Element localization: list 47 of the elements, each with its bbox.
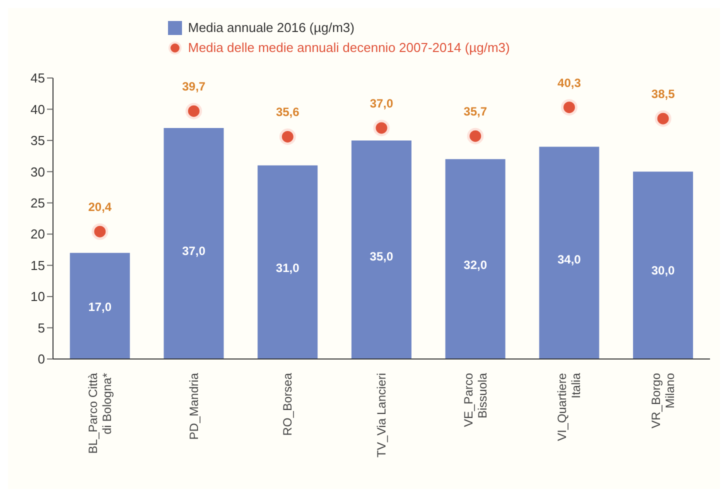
data-label: 34,0 [558,252,582,266]
data-label: 32,0 [464,258,488,272]
data-label: 35,0 [370,250,394,264]
point [654,110,672,127]
y-tick-label: 35 [30,133,45,148]
x-tick-label: VI_Quartiere Italia [555,372,584,442]
data-label: 40,3 [558,76,582,90]
bar [164,128,224,359]
y-tick-label: 5 [38,320,45,336]
legend-label: Media annuale 2016 (µg/m3) [188,19,354,37]
data-label: 37,0 [370,96,394,110]
x-tick-label: TV_Via Lancieri [374,373,388,458]
data-label: 39,7 [182,80,206,94]
data-label: 35,6 [276,105,300,120]
bar [70,252,130,359]
y-tick-label: 15 [30,258,45,273]
y-tick-label: 10 [30,289,45,304]
data-label: 35,7 [464,104,488,119]
point [92,223,108,240]
point [373,120,390,136]
x-tick-label: RO_Borsea [280,372,295,436]
data-label: 37,0 [182,244,206,258]
data-label: 30,0 [651,264,676,278]
data-label: 31,0 [276,260,300,275]
point [467,128,484,144]
bar [539,146,600,359]
x-tick-label: VR_Borgo Milano [649,372,678,428]
data-label: 38,5 [651,87,676,102]
point [279,128,296,145]
bar [258,165,318,359]
legend-label: Media delle medie annuali decennio 2007-2014 (µg/m3) [188,39,510,57]
bar [445,159,506,359]
bar [633,172,694,359]
y-tick-label: 25 [30,196,45,211]
point [560,99,578,116]
y-tick-label: 45 [30,70,45,86]
x-tick-label: PD_Mandria [186,372,201,440]
y-tick-label: 0 [38,352,45,367]
point [186,102,202,120]
data-label: 17,0 [88,300,112,314]
x-tick-label: VE_Parco Bissuola [461,372,490,428]
y-tick-label: 20 [30,226,45,242]
y-tick-label: 30 [30,164,45,180]
x-tick-label: BL_Parco Città di Bologna* [86,372,114,454]
y-tick-label: 40 [30,102,45,117]
data-label: 20,4 [88,200,112,214]
bar [351,140,412,359]
